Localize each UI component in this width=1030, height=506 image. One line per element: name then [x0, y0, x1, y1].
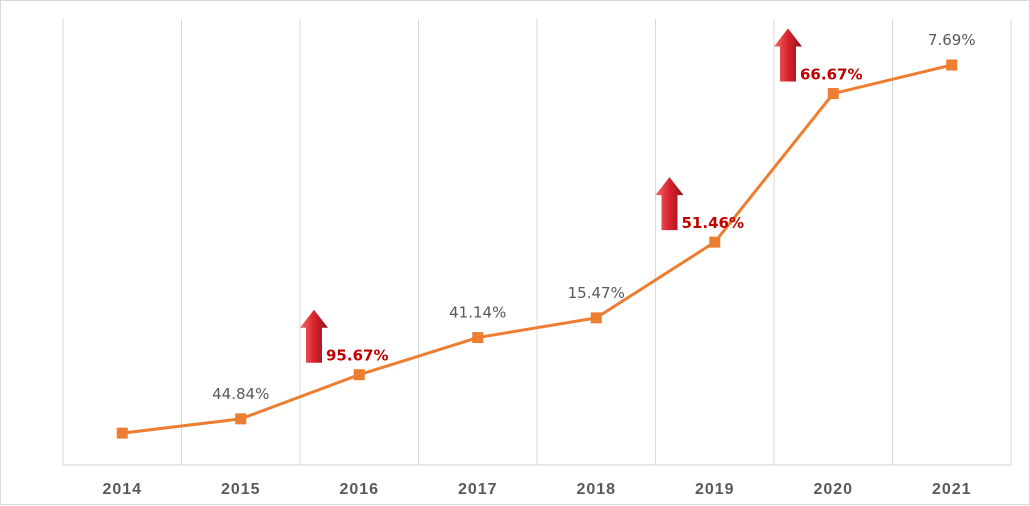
- data-point: [116, 427, 128, 439]
- data-point: [353, 369, 365, 381]
- growth-rate-label: 44.84%: [212, 385, 269, 403]
- x-tick-label: 2015: [221, 481, 261, 498]
- x-tick-label: 2018: [576, 481, 616, 498]
- markers: [116, 59, 958, 439]
- growth-rate-label: 66.67%: [800, 66, 862, 84]
- data-labels: 44.84% 95.67% 41.14% 15.47% 51.46% 66.67% 7.69…: [212, 31, 975, 403]
- x-tick-label: 2020: [813, 481, 853, 498]
- growth-arrow-icon: [774, 28, 802, 82]
- growth-rate-label: 7.69%: [928, 31, 976, 49]
- growth-rate-label: 95.67%: [326, 347, 388, 365]
- growth-arrow-icon: [300, 309, 328, 363]
- x-tick-label: 2017: [458, 481, 498, 498]
- x-tick-label: 2016: [339, 481, 379, 498]
- data-point: [472, 332, 484, 344]
- data-point: [827, 88, 839, 100]
- gridlines: [62, 19, 1012, 465]
- data-point: [235, 413, 247, 425]
- growth-arrow-icon: [655, 177, 684, 231]
- growth-rate-label: 51.46%: [682, 214, 744, 232]
- growth-arrows: [300, 28, 802, 363]
- data-point: [709, 236, 721, 248]
- data-point: [590, 312, 602, 324]
- x-tick-label: 2019: [695, 481, 735, 498]
- growth-rate-label: 41.14%: [449, 304, 506, 322]
- x-tick-label: 2021: [932, 481, 972, 498]
- series-line-layer: [122, 63, 953, 435]
- x-axis: 2014 2015 2016 2017 2018 2019 2020 2021: [63, 464, 1011, 498]
- series-line: [122, 63, 953, 435]
- x-tick-label: 2014: [102, 481, 142, 498]
- data-point: [946, 59, 958, 71]
- growth-rate-label: 15.47%: [568, 284, 625, 302]
